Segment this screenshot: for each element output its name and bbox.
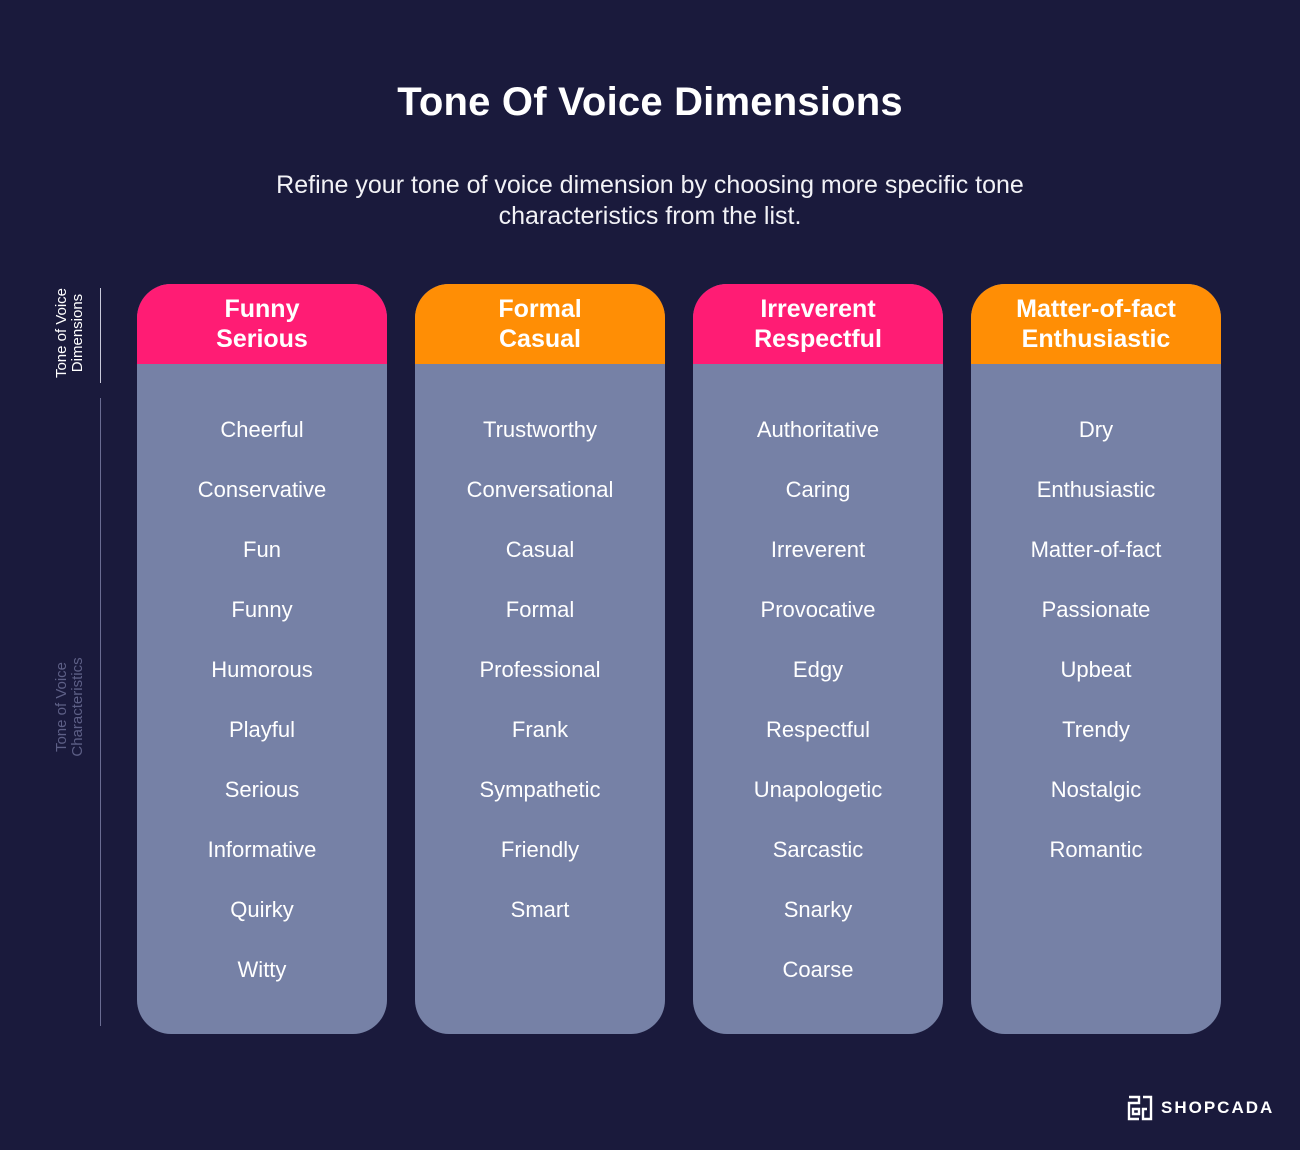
list-item: Sarcastic bbox=[772, 837, 864, 862]
side-divider-dimensions bbox=[100, 288, 101, 383]
list-item: Witty bbox=[237, 957, 287, 982]
list-item: Informative bbox=[207, 837, 317, 862]
list-item: Serious bbox=[224, 777, 300, 802]
brand-logo: SHOPCADA bbox=[1127, 1095, 1274, 1121]
list-item: Sympathetic bbox=[479, 777, 601, 802]
dimension-column-matter-of-fact-enthusiastic: Matter-of-fact Enthusiastic Dry Enthusia… bbox=[971, 284, 1221, 1034]
side-divider-characteristics bbox=[100, 398, 101, 1026]
list-item: Enthusiastic bbox=[1036, 477, 1156, 502]
list-item: Snarky bbox=[783, 897, 853, 922]
list-item: Humorous bbox=[211, 657, 313, 682]
shopcada-logo-icon bbox=[1127, 1095, 1153, 1121]
brand-name: SHOPCADA bbox=[1161, 1098, 1275, 1117]
list-item: Nostalgic bbox=[1050, 777, 1142, 802]
list-item: Formal bbox=[505, 597, 575, 622]
list-item: Passionate bbox=[1041, 597, 1151, 622]
list-item: Professional bbox=[479, 657, 601, 682]
characteristics-list: Authoritative Caring Irreverent Provocat… bbox=[693, 364, 943, 1000]
list-item: Edgy bbox=[792, 657, 844, 682]
column-header: Irreverent Respectful bbox=[693, 284, 943, 364]
list-item: Conversational bbox=[466, 477, 614, 502]
list-item: Friendly bbox=[500, 837, 580, 862]
list-item: Respectful bbox=[766, 717, 870, 742]
list-item: Conservative bbox=[197, 477, 327, 502]
list-item: Playful bbox=[228, 717, 296, 742]
column-header: Funny Serious bbox=[137, 284, 387, 364]
list-item: Cheerful bbox=[220, 417, 304, 442]
characteristics-list: Trustworthy Conversational Casual Formal… bbox=[415, 364, 665, 940]
list-item: Coarse bbox=[782, 957, 854, 982]
list-item: Caring bbox=[785, 477, 851, 502]
side-label-dimensions: Tone of Voice Dimensions bbox=[53, 287, 86, 379]
column-header: Formal Casual bbox=[415, 284, 665, 364]
list-item: Trendy bbox=[1062, 717, 1130, 742]
dimension-column-formal-casual: Formal Casual Trustworthy Conversational… bbox=[415, 284, 665, 1034]
list-item: Fun bbox=[243, 537, 281, 562]
list-item: Trustworthy bbox=[482, 417, 598, 442]
list-item: Upbeat bbox=[1060, 657, 1132, 682]
list-item: Provocative bbox=[760, 597, 876, 622]
characteristics-list: Cheerful Conservative Fun Funny Humorous… bbox=[137, 364, 387, 1000]
column-header: Matter-of-fact Enthusiastic bbox=[971, 284, 1221, 364]
list-item: Funny bbox=[231, 597, 293, 622]
list-item: Smart bbox=[510, 897, 570, 922]
list-item: Casual bbox=[505, 537, 575, 562]
dimension-column-irreverent-respectful: Irreverent Respectful Authoritative Cari… bbox=[693, 284, 943, 1034]
list-item: Quirky bbox=[230, 897, 294, 922]
page-subtitle: Refine your tone of voice dimension by c… bbox=[276, 171, 1024, 230]
list-item: Dry bbox=[1078, 417, 1114, 442]
list-item: Authoritative bbox=[756, 417, 880, 442]
characteristics-list: Dry Enthusiastic Matter-of-fact Passiona… bbox=[971, 364, 1221, 880]
page-title: Tone Of Voice Dimensions bbox=[397, 80, 903, 124]
side-label-characteristics: Tone of Voice Characteristics bbox=[53, 657, 86, 757]
list-item: Irreverent bbox=[770, 537, 866, 562]
list-item: Unapologetic bbox=[753, 777, 883, 802]
list-item: Romantic bbox=[1049, 837, 1143, 862]
list-item: Matter-of-fact bbox=[1030, 537, 1162, 562]
dimension-column-funny-serious: Funny Serious Cheerful Conservative Fun … bbox=[137, 284, 387, 1034]
list-item: Frank bbox=[511, 717, 569, 742]
